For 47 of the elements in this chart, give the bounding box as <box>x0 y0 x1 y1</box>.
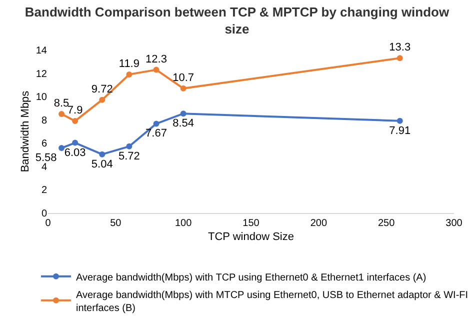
data-label: 13.3 <box>389 42 411 54</box>
data-label: 5.04 <box>91 158 113 170</box>
point <box>58 111 65 118</box>
x-axis-title: TCP window Size <box>208 231 294 244</box>
point <box>99 96 106 103</box>
data-label: 6.03 <box>64 146 86 159</box>
data-label: 11.9 <box>118 58 140 70</box>
point <box>180 110 186 117</box>
y-tick-label: 8 <box>41 115 48 126</box>
point <box>153 66 160 73</box>
x-tick-label: 150 <box>242 218 260 229</box>
y-tick-label: 6 <box>41 138 48 150</box>
data-label: 9.72 <box>91 83 113 96</box>
y-tick-label: 4 <box>41 162 48 173</box>
y-tick-label: 12 <box>36 68 48 80</box>
point <box>58 145 65 152</box>
point <box>396 118 403 124</box>
x-tick-label: 200 <box>310 218 328 229</box>
data-label: 10.7 <box>172 72 194 84</box>
legend-label: Average bandwidth(Mbps) with MTCP using Ethernet0, USB to Ethernet adaptor & WI-FI interfaces (B) <box>76 290 468 314</box>
point <box>72 140 78 146</box>
point <box>72 118 78 124</box>
data-label: 7.67 <box>146 128 167 140</box>
data-label: 7.9 <box>67 104 83 117</box>
y-axis-title: Bandwidth Mbps <box>20 90 32 172</box>
legend-label: Average bandwidth(Mbps) with TCP using Ethernet0 & Ethernet1 interfaces (A) <box>76 272 426 284</box>
point <box>153 120 160 127</box>
point <box>99 151 106 158</box>
data-label: 5.58 <box>35 152 57 164</box>
x-tick-label: 300 <box>446 218 463 229</box>
point <box>126 71 132 78</box>
data-label: 5.72 <box>118 150 140 162</box>
point <box>396 55 403 62</box>
y-tick-label: 14 <box>36 46 48 56</box>
data-label: 8.5 <box>54 98 70 110</box>
data-label: 7.91 <box>389 124 411 137</box>
data-label: 12.3 <box>146 53 167 66</box>
x-tick-label: 100 <box>174 218 192 229</box>
x-tick-label: 250 <box>378 218 396 229</box>
y-tick-label: 10 <box>36 92 48 104</box>
point <box>126 143 132 150</box>
point <box>180 85 186 92</box>
chart-title: Bandwidth Comparison between TCP & MPTCP by changing window size <box>24 4 450 36</box>
y-tick-label: 2 <box>41 185 48 196</box>
y-tick-label: 0 <box>41 208 48 220</box>
data-label: 8.54 <box>172 118 194 130</box>
x-tick-label: 50 <box>110 218 122 229</box>
